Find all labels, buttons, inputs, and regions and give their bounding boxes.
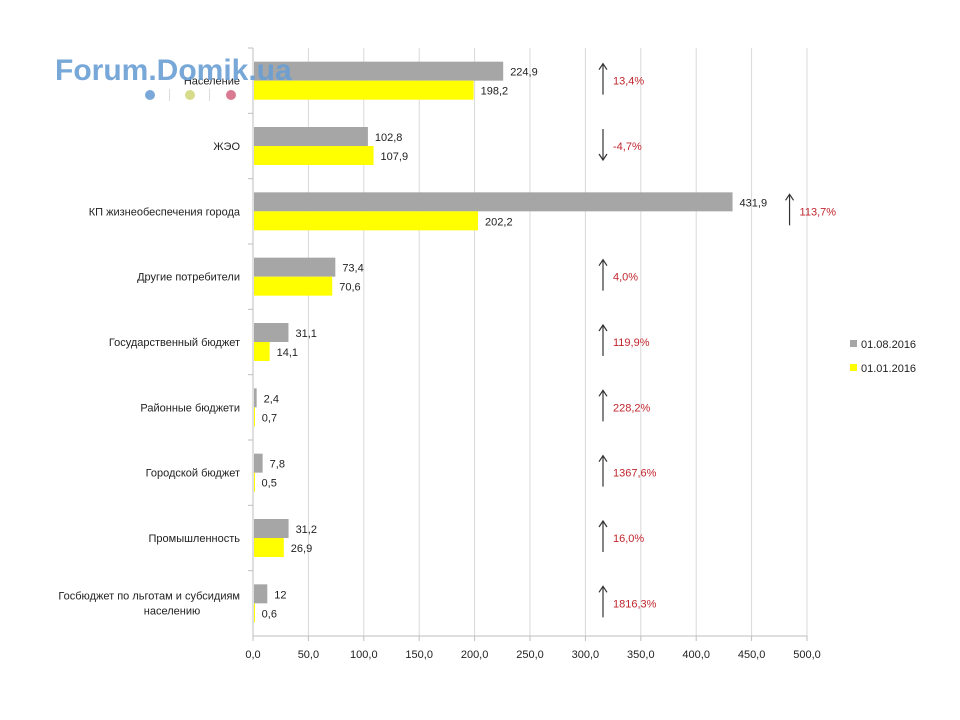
bar-current xyxy=(254,192,733,212)
x-tick-label: 250,0 xyxy=(516,649,544,661)
bar-previous xyxy=(254,276,333,296)
data-label: 202,2 xyxy=(485,216,513,228)
x-tick-label: 300,0 xyxy=(572,649,600,661)
axes: 0,0 50,0 100,0 150,0 200,0 250,0 300,0 350,0 400… xyxy=(245,47,821,661)
data-label: 31,1 xyxy=(295,328,316,340)
change-label: 13,4% xyxy=(613,76,644,88)
x-tick-label: 400,0 xyxy=(682,649,710,661)
bar-current xyxy=(254,519,289,538)
bar-current xyxy=(254,257,336,277)
bar-current xyxy=(254,584,268,604)
category-label: Городской бюджет xyxy=(146,468,240,480)
bar-current xyxy=(254,453,263,473)
change-label: 16,0% xyxy=(613,533,644,545)
x-tick-label: 50,0 xyxy=(298,649,319,661)
legend-label-current: 01.08.2016 xyxy=(861,339,916,351)
bar-previous xyxy=(254,146,374,165)
data-label: 431,9 xyxy=(740,197,768,209)
change-label: 113,7% xyxy=(800,206,837,218)
watermark-dot-pink xyxy=(226,90,236,100)
bar-previous xyxy=(254,80,474,100)
data-label: 70,6 xyxy=(339,282,360,294)
bar-previous xyxy=(254,538,284,557)
legend-swatch-current xyxy=(850,340,857,347)
data-label: 0,6 xyxy=(262,608,277,620)
data-label: 12 xyxy=(274,589,286,601)
x-tick-label: 100,0 xyxy=(350,649,378,661)
data-label: 0,5 xyxy=(262,478,277,490)
data-label: 26,9 xyxy=(291,543,312,555)
data-label: 31,2 xyxy=(296,524,317,536)
change-label: 119,9% xyxy=(613,337,650,349)
arrow-down-icon xyxy=(598,129,608,162)
legend: 01.08.2016 01.01.2016 xyxy=(850,339,916,375)
change-indicators: 13,4% -4,7% 113,7% 4,0% 119,9% 228,2% 1367,6% 1… xyxy=(598,62,837,618)
data-label: 73,4 xyxy=(342,263,363,275)
x-tick-label: 200,0 xyxy=(461,649,489,661)
arrow-up-icon xyxy=(598,585,608,618)
category-label: Государственный бюджет xyxy=(109,337,240,349)
bar-current xyxy=(254,127,368,146)
arrow-up-icon xyxy=(598,258,608,291)
bar-current xyxy=(254,323,289,342)
data-label: 14,1 xyxy=(277,347,298,359)
change-label: 4,0% xyxy=(613,272,638,284)
arrow-up-icon xyxy=(598,62,608,95)
bar-current xyxy=(254,61,504,81)
data-label: 107,9 xyxy=(381,151,409,163)
watermark-dot-yellow xyxy=(185,90,195,100)
arrow-up-icon xyxy=(598,454,608,487)
x-tick-label: 150,0 xyxy=(405,649,433,661)
change-label: 1367,6% xyxy=(613,468,657,480)
category-label: ЖЭО xyxy=(213,141,240,153)
arrow-up-icon xyxy=(598,323,608,356)
bar-previous xyxy=(254,472,255,492)
watermark-dot-blue xyxy=(145,90,155,100)
change-label: -4,7% xyxy=(613,141,642,153)
category-label: Районные бюджети xyxy=(140,402,240,414)
x-tick-label: 350,0 xyxy=(627,649,655,661)
x-tick-label: 500,0 xyxy=(793,649,821,661)
change-label: 228,2% xyxy=(613,402,651,414)
category-label: Госбюджет по льготам и субсидиям населени… xyxy=(58,590,240,617)
watermark-text: Forum.Domik.ua xyxy=(55,54,292,87)
category-label: Промышленность xyxy=(148,533,240,545)
category-label: КП жизнеобеспечения города xyxy=(89,206,241,218)
data-label: 0,7 xyxy=(262,412,277,424)
change-label: 1816,3% xyxy=(613,598,657,610)
category-label: Население xyxy=(184,76,240,88)
bar-previous xyxy=(254,407,255,427)
arrow-up-icon xyxy=(598,389,608,422)
category-label: Другие потребители xyxy=(137,272,240,284)
bars xyxy=(254,61,733,623)
data-label: 7,8 xyxy=(270,459,285,471)
bar-previous xyxy=(254,342,270,361)
bar-previous xyxy=(254,603,255,623)
watermark-divider-2 xyxy=(209,89,210,101)
data-label: 224,9 xyxy=(510,67,538,79)
legend-swatch-previous xyxy=(850,364,857,371)
arrow-up-icon xyxy=(785,193,795,226)
bar-current xyxy=(254,388,257,408)
legend-label-previous: 01.01.2016 xyxy=(861,363,916,375)
watermark-logo: Forum.Domik.ua xyxy=(55,54,292,101)
watermark-divider-1 xyxy=(169,89,170,101)
data-label: 198,2 xyxy=(481,86,509,98)
x-tick-label: 0,0 xyxy=(245,649,260,661)
data-label: 102,8 xyxy=(375,132,403,144)
bar-previous xyxy=(254,211,479,231)
data-label: 2,4 xyxy=(264,393,279,405)
x-tick-label: 450,0 xyxy=(738,649,766,661)
arrow-up-icon xyxy=(598,519,608,552)
